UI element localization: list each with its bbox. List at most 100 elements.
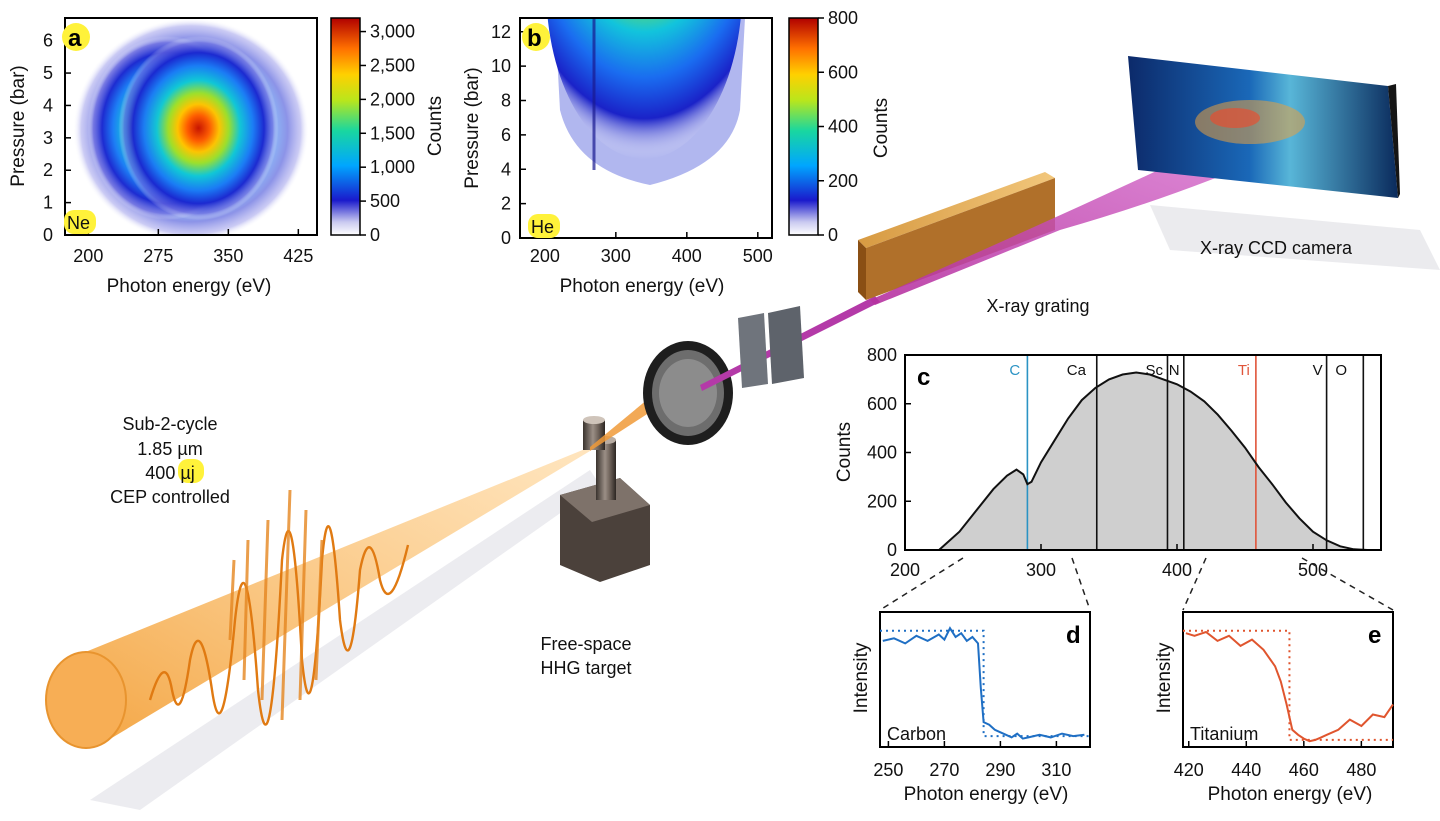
x-axis: 250 270 290 310: [873, 741, 1071, 780]
y-axis: 0 1 2 3 4 5 6: [43, 31, 71, 245]
x-tick-label: 200: [530, 246, 560, 266]
y-axis-label: Pressure (bar): [8, 65, 29, 186]
colorbar-tick-label: 800: [828, 8, 858, 28]
camera-shadow: [1150, 205, 1440, 270]
panel-b: 200 300 400 500 0 2 4 6 8 10 12 Photon energy (eV…: [462, 8, 892, 297]
colorbar-tick-label: 0: [828, 225, 838, 245]
colorbar-label: Counts: [425, 96, 446, 156]
zoom-connector: [879, 557, 964, 611]
x-tick-label: 270: [929, 760, 959, 780]
laser-beam: [78, 447, 590, 745]
y-axis-label: Pressure (bar): [462, 67, 483, 188]
heatmap-blob: [547, 18, 741, 159]
step-fit: [880, 629, 1090, 738]
x-tick-label: 500: [743, 246, 773, 266]
y-tick-label: 200: [867, 491, 897, 511]
colorbar-tick-label: 500: [370, 191, 400, 211]
y-tick-label: 0: [501, 228, 511, 248]
x-tick-label: 400: [1162, 560, 1192, 580]
colorbar-ticks: 0 200 400 600 800: [818, 8, 858, 245]
colorbar-label: Counts: [871, 98, 892, 158]
edge-label: Ca: [1067, 362, 1087, 379]
laser-spec-line: 400 µj: [145, 463, 194, 483]
y-axis-label: Intensity: [1154, 642, 1175, 713]
x-axis: 200 300 400 500: [530, 232, 773, 266]
edge-label: N: [1169, 362, 1180, 379]
y-tick-label: 5: [43, 63, 53, 83]
laser-spec-line: Sub-2-cycle: [122, 414, 217, 434]
x-axis-label: Photon energy (eV): [107, 276, 272, 297]
plot-frame: [64, 17, 318, 236]
filter-wheel: [643, 341, 733, 445]
panel-letter: b: [527, 25, 542, 52]
y-tick-label: 800: [867, 345, 897, 365]
colorbar-tick-label: 1,500: [370, 123, 415, 143]
y-tick-label: 0: [887, 540, 897, 560]
x-axis-label: Photon energy (eV): [1208, 784, 1373, 805]
gas-label-highlight: [64, 210, 96, 234]
y-tick-label: 8: [501, 91, 511, 111]
colorbar: [330, 17, 361, 236]
x-tick-label: 420: [1174, 760, 1204, 780]
pulse-wave-icon: [148, 525, 410, 726]
x-tick-label: 300: [1026, 560, 1056, 580]
camera-label: X-ray CCD camera: [1200, 238, 1353, 258]
y-tick-label: 400: [867, 443, 897, 463]
x-tick-label: 350: [213, 246, 243, 266]
element-label: Carbon: [887, 724, 946, 744]
x-tick-label: 480: [1346, 760, 1376, 780]
panel-letter-highlight: [62, 23, 90, 51]
x-tick-label: 440: [1231, 760, 1261, 780]
laser-spec-line: CEP controlled: [110, 487, 230, 507]
edge-label: O: [1335, 362, 1347, 379]
zoom-connector: [1071, 557, 1091, 611]
panel-letter: c: [917, 364, 930, 391]
gas-label: He: [531, 217, 554, 237]
y-tick-label: 3: [43, 128, 53, 148]
colorbar: [788, 17, 819, 236]
laser-spec-line: 1.85 µm: [137, 439, 202, 459]
x-tick-label: 460: [1289, 760, 1319, 780]
laser-beam-face: [45, 651, 127, 749]
colorbar-tick-label: 200: [828, 171, 858, 191]
spectrum-line: [1185, 630, 1394, 743]
y-axis-label: Intensity: [851, 642, 872, 713]
y-tick-label: 4: [43, 95, 53, 115]
x-ray-grating: [858, 172, 1055, 300]
panel-e: 420 440 460 480 Photon energy (eV) Intensit…: [1154, 611, 1394, 805]
colorbar-ticks: 0 500 1,000 1,500 2,000 2,500 3,000: [360, 22, 415, 245]
zoom-connector: [1182, 557, 1207, 611]
plot-frame: [1182, 611, 1394, 748]
x-tick-label: 275: [143, 246, 173, 266]
panel-letter-highlight: [522, 23, 550, 51]
panel-letter: a: [68, 25, 82, 52]
spectrum-line: [882, 626, 1085, 740]
spectrum-line: [938, 371, 1368, 551]
x-tick-label: 290: [985, 760, 1015, 780]
x-tick-label: 250: [873, 760, 903, 780]
x-axis-label: Photon energy (eV): [560, 276, 725, 297]
colorbar-tick-label: 1,000: [370, 157, 415, 177]
plot-frame: [519, 17, 773, 239]
x-tick-label: 300: [601, 246, 631, 266]
x-tick-label: 310: [1041, 760, 1071, 780]
y-axis: 0 2 4 6 8 10 12: [491, 22, 526, 248]
y-tick-label: 10: [491, 56, 511, 76]
ccd-camera: [1128, 56, 1400, 198]
colorbar-tick-label: 0: [370, 225, 380, 245]
experiment-schematic: [45, 56, 1440, 810]
plot-frame: [879, 611, 1091, 748]
gas-label: Ne: [67, 213, 90, 233]
element-label: Titanium: [1190, 724, 1258, 744]
beam-shadow: [90, 470, 600, 810]
y-tick-label: 4: [501, 159, 511, 179]
x-tick-label: 200: [890, 560, 920, 580]
panel-letter: e: [1368, 622, 1381, 649]
y-tick-label: 12: [491, 22, 511, 42]
spectrum-area: [939, 372, 1368, 550]
heatmap-blob: [118, 36, 279, 221]
schematic-labels: Sub-2-cycle 1.85 µm 400 µj CEP controlle…: [110, 238, 1353, 678]
y-axis: 0 200 400 600 800: [867, 345, 911, 560]
y-tick-label: 6: [501, 125, 511, 145]
